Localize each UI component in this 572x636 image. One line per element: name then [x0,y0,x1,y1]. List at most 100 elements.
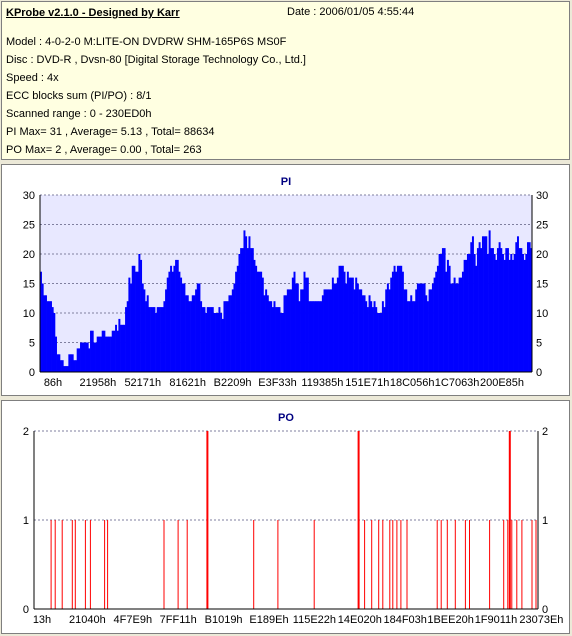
pi-bar [390,277,393,372]
x-tick-label: 1C7063h [435,377,480,389]
pi-bar [178,271,181,372]
pi-bar [246,248,249,372]
pi-bar [76,348,79,372]
pi-bar [385,289,388,372]
pi-bar [470,242,473,372]
x-tick-label: 1BEE20h [427,614,473,626]
pi-bar [358,289,361,372]
pi-bar [400,265,403,372]
pi-bar [513,254,516,372]
pi-bar [425,295,428,372]
pi-chart-panel: PI 0 0 5 5 10 10 15 15 20 20 25 25 30 30 86h 21958h 52171… [1,164,570,396]
pi-bar [95,342,98,372]
pi-bar [523,259,526,372]
pi-bar [315,301,318,372]
pi-bar [476,248,479,372]
y-tick-label-right: 1 [542,515,548,527]
pi-bar [63,366,66,372]
pi-bar [166,277,169,372]
pi-bar [183,283,186,372]
pi-bar [368,295,371,372]
pi-bar [421,283,424,372]
pi-bar [40,271,42,372]
pi-bar [110,336,113,372]
pi-bar [438,254,441,372]
pi-bar [433,277,436,372]
pi-bar [486,254,489,372]
pi-bar [198,283,201,372]
info-panel: KProbe v2.1.0 - Designed by Karr Date : … [1,1,570,160]
pi-bar [485,236,488,372]
pi-bar [323,289,326,372]
pi-bar [503,259,506,372]
pi-bar [71,354,74,372]
pi-bar [331,277,334,372]
pi-bar [441,248,444,372]
pi-bar [195,289,198,372]
pi-bar [270,301,273,372]
pi-bar [395,271,398,372]
x-tick-label: 200E85h [480,377,524,389]
pi-bar [480,248,483,372]
model-line: Model : 4-0-2-0 M:LITE-ON DVDRW SHM-165P… [6,36,287,48]
pi-bar [520,248,523,372]
chart-title: PI [281,176,291,188]
pi-bar [153,307,156,372]
pi-bar [241,248,244,372]
po-stats-line: PO Max= 2 , Average= 0.00 , Total= 263 [6,144,202,156]
pi-bar [211,307,214,372]
pi-bar [351,277,354,372]
pi-bar [201,307,204,372]
pi-bar [306,277,309,372]
pi-bar [436,265,439,372]
pi-bar [218,307,221,372]
x-tick-label: 184F03h [383,614,426,626]
pi-bar [403,289,406,372]
pi-bar [456,283,459,372]
pi-bar [111,330,114,372]
pi-bar [515,242,518,372]
pi-bar [355,277,358,372]
pi-bar [471,236,474,372]
pi-bar [133,265,136,372]
pi-bar [205,313,208,372]
pi-bar [126,301,129,372]
pi-bar [255,265,258,372]
pi-bar [93,342,96,372]
pi-bar [396,265,399,372]
pi-bar [356,283,359,372]
pi-bar [256,271,259,372]
pi-bar [83,342,86,372]
pi-bar [221,318,224,372]
pi-bar [408,301,411,372]
x-tick-label: E189Eh [249,614,288,626]
pi-bar [493,254,496,372]
pi-bar [238,254,241,372]
pi-bar [341,265,344,372]
pi-bar [258,271,261,372]
pi-bar [148,307,151,372]
pi-bar [160,307,163,372]
pi-bar [326,289,329,372]
pi-bar [193,295,196,372]
pi-bar [141,283,144,372]
pi-bar [140,259,143,372]
pi-bar [260,271,263,372]
pi-bar [191,295,194,372]
pi-bar [233,283,236,372]
pi-bar [151,307,154,372]
pi-bar [445,271,448,372]
pi-bar [150,307,153,372]
pi-bar [490,248,493,372]
pi-bar [413,301,416,372]
pi-bar [78,348,81,372]
pi-bar [186,295,189,372]
pi-bar [203,307,206,372]
y-tick-label-right: 25 [536,220,548,232]
pi-bar [500,248,503,372]
pi-bar [168,271,171,372]
pi-bar [223,301,226,372]
pi-bar [450,283,453,372]
x-tick-label: 1F9011h [475,614,518,626]
pi-bar [245,236,248,372]
